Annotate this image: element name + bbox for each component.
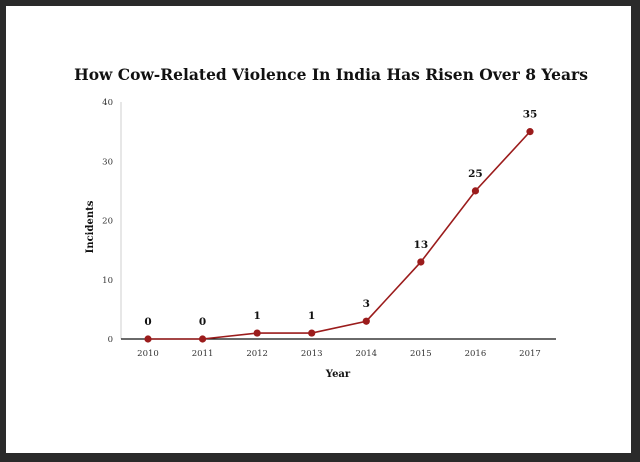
data-point <box>144 335 152 343</box>
y-tick-label: 30 <box>102 157 113 167</box>
x-tick-labels: 2010 2011 2012 2013 2014 2015 2016 2017 <box>137 349 541 359</box>
data-label: 3 <box>363 298 370 310</box>
data-label: 0 <box>144 316 151 328</box>
data-point <box>417 258 425 266</box>
y-tick-labels: 0 10 20 30 40 <box>102 98 113 345</box>
data-label: 13 <box>414 239 429 251</box>
data-point <box>308 329 316 337</box>
x-axis-label: Year <box>325 369 351 380</box>
data-point <box>471 187 480 195</box>
y-tick-label: 10 <box>102 276 113 286</box>
data-point <box>198 335 207 343</box>
data-label: 25 <box>468 168 483 180</box>
x-tick-label: 2015 <box>410 349 432 359</box>
x-tick-label: 2017 <box>519 349 541 359</box>
x-tick-label: 2012 <box>246 349 268 359</box>
data-point <box>253 329 261 337</box>
data-point <box>526 128 534 136</box>
x-tick-label: 2014 <box>355 349 377 359</box>
data-point <box>362 317 370 325</box>
x-tick-label: 2016 <box>465 349 487 359</box>
x-tick-label: 2013 <box>301 349 323 359</box>
y-tick-label: 40 <box>102 98 113 108</box>
chart-title: How Cow-Related Violence In India Has Ri… <box>74 65 588 84</box>
x-tick-label: 2010 <box>137 349 159 359</box>
series-layer <box>144 128 534 343</box>
x-tick-label: 2011 <box>192 349 214 359</box>
data-label: 1 <box>308 310 315 322</box>
y-tick-label: 20 <box>102 217 113 227</box>
data-label: 35 <box>523 109 538 121</box>
data-label: 0 <box>199 316 206 328</box>
data-label: 1 <box>253 310 260 322</box>
series-line <box>148 131 531 340</box>
y-tick-label: 0 <box>108 335 113 345</box>
y-axis-label: Incidents <box>85 200 96 253</box>
